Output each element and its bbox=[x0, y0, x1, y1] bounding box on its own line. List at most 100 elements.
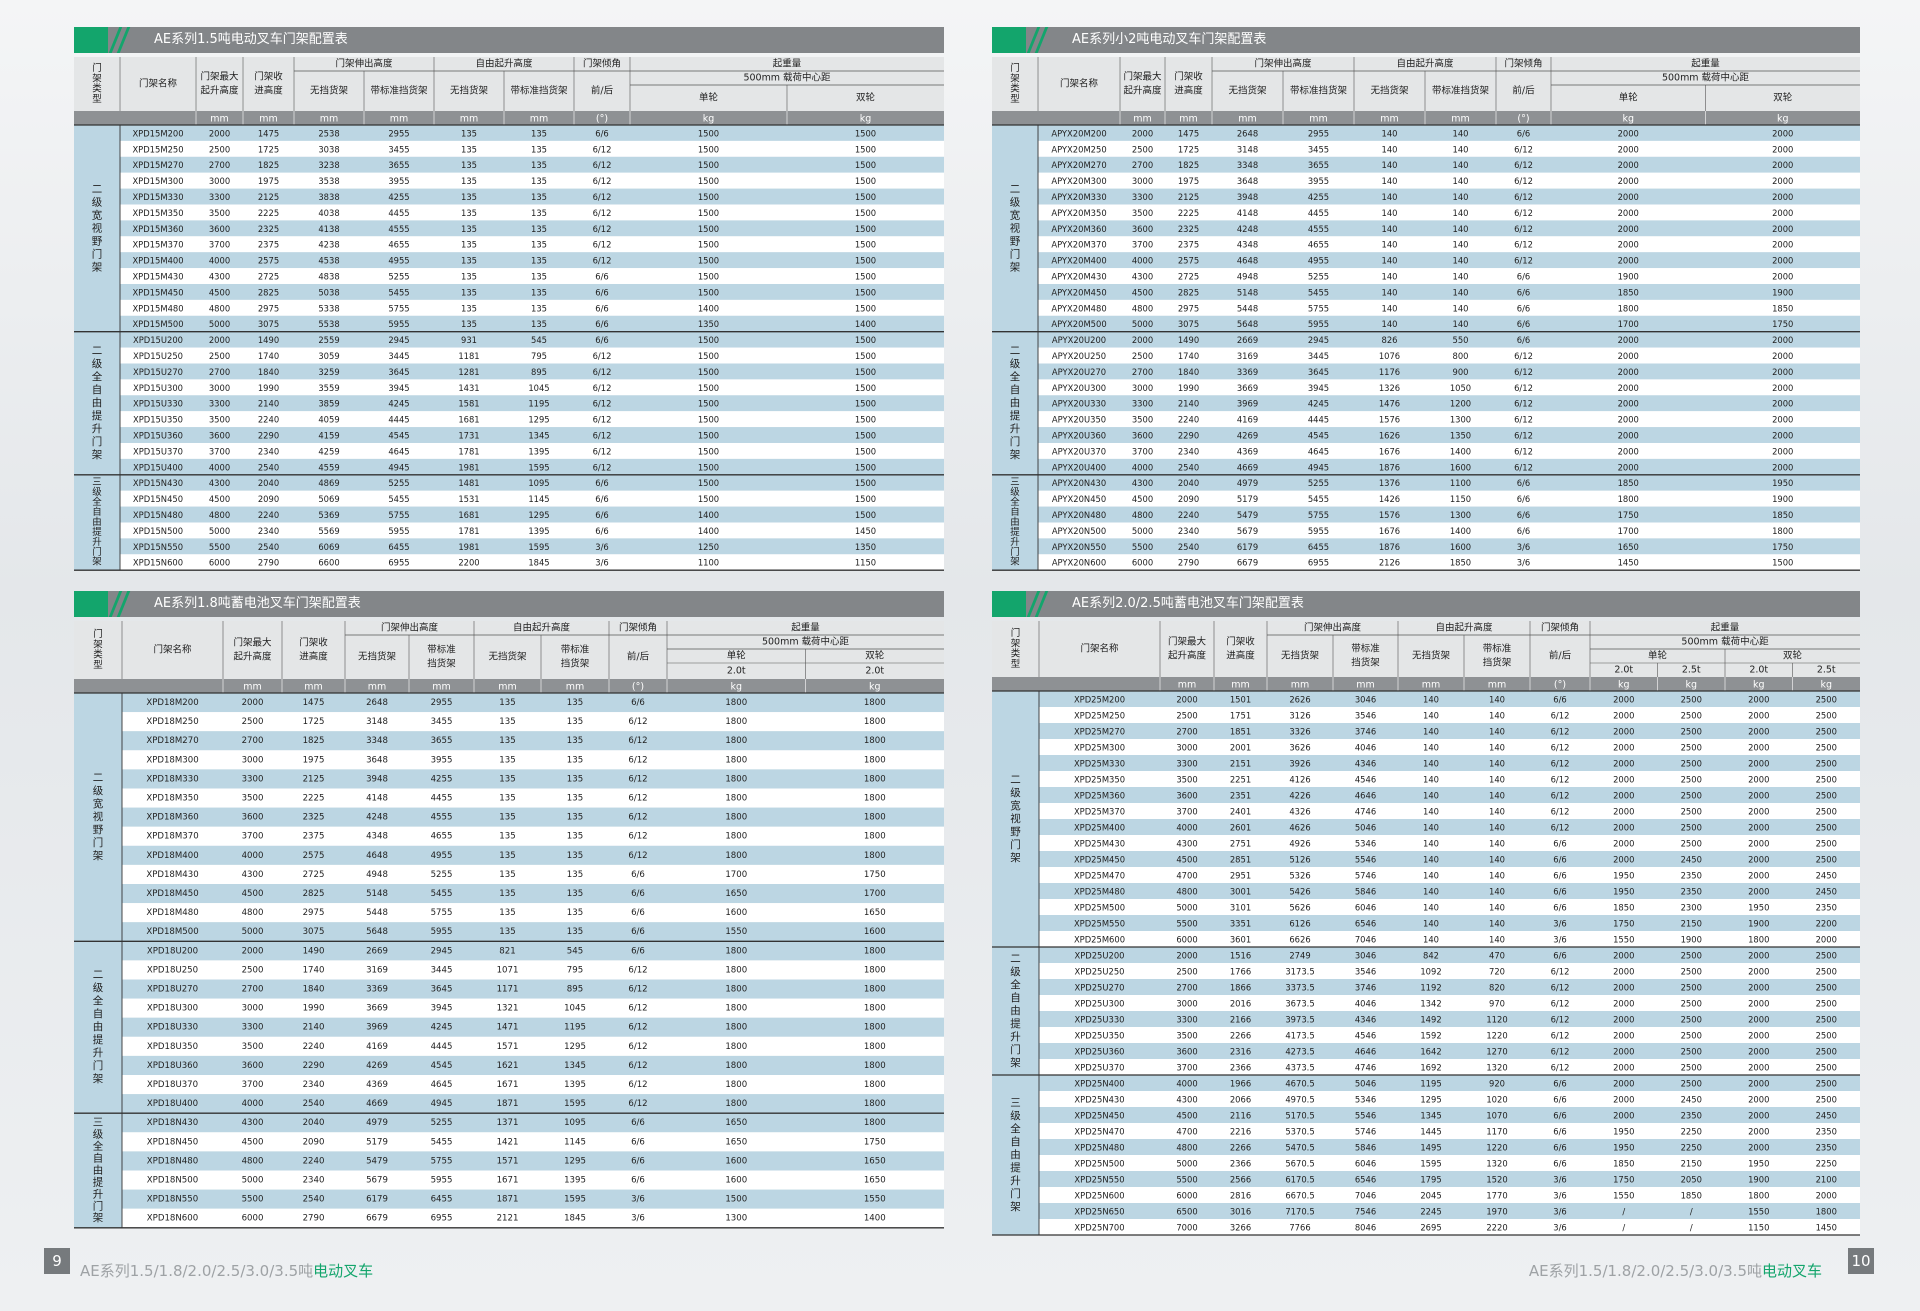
cell-value: 1500 bbox=[698, 224, 719, 234]
cell-value: 6955 bbox=[1308, 558, 1329, 568]
cell-value: 5670.5 bbox=[1285, 1159, 1314, 1169]
cell-value: 1800 bbox=[864, 755, 886, 765]
mast-group-label-char: 提 bbox=[92, 410, 103, 422]
cell-value: 135 bbox=[461, 144, 477, 154]
cell-value: 2700 bbox=[209, 367, 230, 377]
cell-value: 6600 bbox=[318, 558, 339, 568]
table-row: XPD18M400 4000 2575 4648 4955 135 135 6/12 1800 1… bbox=[122, 845, 944, 865]
cell-value: 6/12 bbox=[628, 755, 647, 765]
table-row: XPD18U330 3300 2140 3969 4245 1471 1195 6/12 180… bbox=[122, 1017, 944, 1037]
cell-value: 4648 bbox=[366, 851, 388, 861]
header-free-group: 自由起升高度 bbox=[476, 57, 533, 69]
cell-value: 1500 bbox=[698, 367, 719, 377]
header-type-char: 门 bbox=[1011, 627, 1021, 639]
cell-value: 1800 bbox=[864, 1042, 886, 1052]
cell-value: 2700 bbox=[1176, 727, 1197, 737]
cell-value: / bbox=[1690, 1207, 1693, 1217]
cell-value: 3/6 bbox=[1553, 935, 1566, 945]
cell-value: 135 bbox=[567, 889, 583, 899]
cell-value: 1500 bbox=[855, 399, 876, 409]
cell-value: 1795 bbox=[1420, 1175, 1441, 1185]
cell-value: 6670.5 bbox=[1285, 1191, 1314, 1201]
cell-value: 3500 bbox=[1176, 775, 1197, 785]
cell-model-name: XPD25M350 bbox=[1074, 775, 1125, 785]
cell-value: 3300 bbox=[209, 192, 230, 202]
header-type-char: 门 bbox=[93, 628, 102, 640]
cell-value: 2000 bbox=[1618, 431, 1639, 441]
cell-value: 2000 bbox=[1772, 367, 1793, 377]
cell-value: 1750 bbox=[1613, 1175, 1634, 1185]
header-closed-height-line: 进高度 bbox=[299, 651, 328, 663]
cell-value: 6000 bbox=[1176, 935, 1197, 945]
cell-value: 4945 bbox=[1308, 462, 1329, 472]
cell-value: 2000 bbox=[1748, 823, 1769, 833]
cell-value: 3601 bbox=[1230, 935, 1251, 945]
unit-label: kg bbox=[1820, 680, 1832, 691]
header-ext-std-guard-line: 挡货架 bbox=[1351, 657, 1380, 669]
cell-value: 1592 bbox=[1420, 1031, 1441, 1041]
cell-value: 3455 bbox=[388, 144, 409, 154]
cell-value: 4645 bbox=[431, 1080, 453, 1090]
mast-group-label-char: 野 bbox=[93, 824, 104, 836]
cell-value: 140 bbox=[1452, 192, 1468, 202]
cell-value: 2000 bbox=[1772, 192, 1793, 202]
cell-value: 135 bbox=[499, 794, 515, 804]
cell-model-name: XPD15M480 bbox=[132, 303, 183, 313]
cell-value: 140 bbox=[1489, 935, 1505, 945]
cell-value: 3455 bbox=[431, 717, 453, 727]
cell-value: 2000 bbox=[1618, 224, 1639, 234]
cell-value: 6/6 bbox=[1553, 1111, 1566, 1121]
cell-value: 1876 bbox=[1379, 542, 1400, 552]
cell-value: 135 bbox=[531, 192, 547, 202]
cell-value: 4500 bbox=[209, 287, 230, 297]
cell-value: 1600 bbox=[1450, 462, 1471, 472]
cell-value: 1500 bbox=[698, 446, 719, 456]
header-max-lift-line: 门架最大 bbox=[1168, 635, 1207, 647]
table-row: XPD25M480 4800 3001 5426 5846 140 140 6/6 1950 23… bbox=[1039, 883, 1860, 899]
cell-value: 4038 bbox=[318, 208, 339, 218]
cell-value: 2290 bbox=[303, 1061, 325, 1071]
cell-value: 2000 bbox=[1613, 823, 1634, 833]
cell-value: 2000 bbox=[1772, 383, 1793, 393]
cell-value: 2700 bbox=[242, 985, 264, 995]
cell-value: 2825 bbox=[1178, 287, 1199, 297]
cell-value: 6000 bbox=[1176, 1191, 1197, 1201]
cell-value: 3648 bbox=[366, 755, 388, 765]
cell-value: 6/12 bbox=[628, 985, 647, 995]
cell-value: 5448 bbox=[366, 908, 388, 918]
cell-value: 3000 bbox=[1132, 176, 1153, 186]
cell-value: 5179 bbox=[366, 1137, 388, 1147]
cell-value: 1725 bbox=[303, 717, 325, 727]
cell-value: 135 bbox=[531, 287, 547, 297]
cell-value: 2540 bbox=[303, 1099, 325, 1109]
footer-accent-text: 电动叉车 bbox=[313, 1262, 374, 1280]
cell-model-name: APYX20U400 bbox=[1052, 462, 1106, 472]
cell-value: 2000 bbox=[1748, 1063, 1769, 1073]
cell-value: 5426 bbox=[1289, 887, 1310, 897]
cell-value: 2000 bbox=[1613, 1047, 1634, 1057]
cell-model-name: XPD18M370 bbox=[146, 832, 198, 842]
mast-group-label-char: 由 bbox=[1010, 1004, 1021, 1017]
cell-value: 4646 bbox=[1355, 1047, 1376, 1057]
cell-value: 1950 bbox=[1748, 1159, 1769, 1169]
table-row: XPD18M370 3700 2375 4348 4655 135 135 6/12 1800 1… bbox=[122, 826, 944, 846]
cell-value: 6/6 bbox=[1553, 871, 1566, 881]
unit-label: mm bbox=[1380, 113, 1398, 124]
unit-label: mm bbox=[1231, 680, 1250, 691]
cell-model-name: XPD25M450 bbox=[1074, 855, 1125, 865]
cell-value: 1345 bbox=[1420, 1111, 1441, 1121]
cell-value: 6455 bbox=[1308, 542, 1329, 552]
mast-group-label-char: 二 bbox=[93, 969, 104, 981]
cell-value: 5755 bbox=[1308, 303, 1329, 313]
cell-value: 1595 bbox=[528, 542, 549, 552]
cell-model-name: XPD18M330 bbox=[146, 774, 198, 784]
cell-value: 1840 bbox=[1178, 367, 1199, 377]
cell-value: 5038 bbox=[318, 287, 339, 297]
cell-value: 140 bbox=[1423, 871, 1439, 881]
cell-value: 3600 bbox=[1176, 791, 1197, 801]
cell-value: 135 bbox=[567, 870, 583, 880]
cell-model-name: APYX20U360 bbox=[1052, 431, 1106, 441]
